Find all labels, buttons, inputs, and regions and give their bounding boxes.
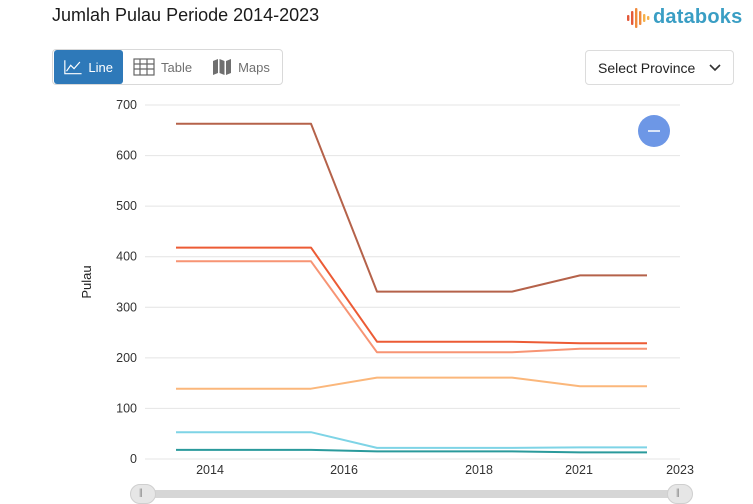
y-tick-label: 100 xyxy=(116,401,137,415)
y-tick-label: 500 xyxy=(116,199,137,213)
table-icon xyxy=(133,58,155,76)
y-tick-label: 200 xyxy=(116,351,137,365)
tab-line[interactable]: Line xyxy=(54,50,123,84)
view-toggle: Line Table Maps xyxy=(52,49,283,85)
x-tick-label: 2016 xyxy=(330,463,358,477)
range-handle-left[interactable] xyxy=(130,484,156,504)
databoks-logo-icon xyxy=(627,7,650,28)
y-axis-label: Pulau xyxy=(79,265,94,298)
series-line-5[interactable] xyxy=(176,431,647,449)
page-title: Jumlah Pulau Periode 2014-2023 xyxy=(52,5,320,25)
x-tick-label: 2021 xyxy=(565,463,593,477)
map-icon xyxy=(213,59,232,75)
province-select-label: Select Province xyxy=(598,59,696,76)
y-tick-label: 0 xyxy=(130,452,137,466)
x-tick-label: 2018 xyxy=(465,463,493,477)
series-line-6[interactable] xyxy=(176,448,647,454)
tab-table[interactable]: Table xyxy=(123,50,202,84)
range-handle-right[interactable] xyxy=(667,484,693,504)
series-line-1[interactable] xyxy=(176,122,647,293)
y-tick-label: 400 xyxy=(116,250,137,264)
y-tick-label: 300 xyxy=(116,300,137,314)
tab-maps[interactable]: Maps xyxy=(202,50,280,84)
line-chart-icon xyxy=(64,60,82,75)
series-line-3[interactable] xyxy=(176,260,647,354)
province-select[interactable]: Select Province xyxy=(585,50,734,85)
series-line-4[interactable] xyxy=(176,376,647,390)
tab-table-label: Table xyxy=(161,59,193,75)
tab-maps-label: Maps xyxy=(238,59,270,75)
y-tick-label: 600 xyxy=(116,149,137,163)
x-tick-label: 2014 xyxy=(196,463,224,477)
chevron-down-icon xyxy=(709,63,721,71)
brand-name: databoks xyxy=(653,6,743,28)
tab-line-label: Line xyxy=(88,59,113,75)
range-scrollbar[interactable] xyxy=(140,490,680,498)
databoks-logo[interactable]: databoks xyxy=(626,6,742,29)
series-line-2[interactable] xyxy=(176,246,647,345)
y-tick-label: 700 xyxy=(116,98,137,112)
x-tick-label: 2023 xyxy=(666,463,694,477)
